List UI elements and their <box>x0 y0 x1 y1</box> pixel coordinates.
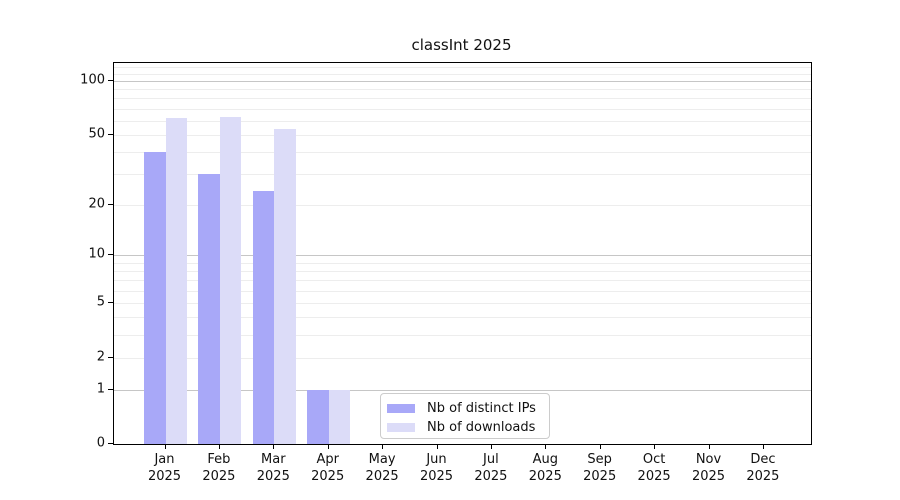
gridline-minor <box>114 280 811 282</box>
gridline-minor <box>114 120 811 122</box>
plot-area: Nb of distinct IPs Nb of downloads <box>113 62 812 445</box>
gridline-minor <box>114 98 811 100</box>
gridline-major <box>114 389 811 391</box>
x-tick-label-oct: Oct 2025 <box>637 452 671 484</box>
gridline-minor <box>114 291 811 292</box>
legend-label-downloads: Nb of downloads <box>427 419 536 435</box>
gridline-minor <box>114 271 811 273</box>
y-tick-label-5: 5 <box>96 294 105 310</box>
gridline-minor <box>114 73 811 75</box>
gridline-minor <box>114 89 811 91</box>
x-tick-mark <box>762 444 764 449</box>
x-tick-mark <box>327 444 329 449</box>
y-tick-label-1: 1 <box>96 381 105 396</box>
y-tick-mark <box>108 302 113 304</box>
x-tick-label-jun: Jun 2025 <box>419 452 454 484</box>
x-tick-label-dec: Dec 2025 <box>746 452 780 484</box>
y-tick-mark <box>108 356 113 358</box>
y-tick-mark <box>108 254 113 256</box>
x-tick-mark <box>654 444 656 449</box>
gridline-minor <box>114 303 811 305</box>
gridline-minor <box>114 134 811 136</box>
x-tick-mark <box>490 444 492 449</box>
x-tick-mark <box>545 444 547 449</box>
y-tick-label-20: 20 <box>88 196 105 211</box>
y-tick-label-2: 2 <box>96 349 105 365</box>
y-tick-mark <box>108 388 113 390</box>
gridline-minor <box>114 108 811 110</box>
x-tick-label-apr: Apr 2025 <box>311 452 345 484</box>
legend-label-distinct-ips: Nb of distinct IPs <box>427 400 536 416</box>
chart-title: classInt 2025 <box>411 36 512 54</box>
x-tick-label-feb: Feb 2025 <box>202 452 236 484</box>
x-tick-label-jan: Jan 2025 <box>147 452 182 484</box>
x-tick-label-aug: Aug 2025 <box>528 452 562 484</box>
x-tick-mark <box>273 444 275 449</box>
y-tick-mark <box>108 133 113 135</box>
gridline-minor <box>114 66 811 68</box>
y-tick-label-10: 10 <box>88 246 105 262</box>
x-tick-label-nov: Nov 2025 <box>691 452 726 484</box>
legend-swatch-distinct-ips <box>387 403 415 413</box>
bar-distinct-ips-feb <box>198 173 220 444</box>
legend-item-distinct-ips: Nb of distinct IPs <box>387 399 541 417</box>
y-tick-label-0: 0 <box>96 435 105 451</box>
bar-downloads-apr <box>328 389 351 444</box>
legend-item-downloads: Nb of downloads <box>387 418 541 436</box>
x-tick-mark <box>599 444 601 449</box>
y-tick-label-100: 100 <box>80 72 105 88</box>
bar-distinct-ips-apr <box>307 389 329 444</box>
gridline-minor <box>114 335 811 336</box>
gridline-major <box>114 81 811 82</box>
gridline-minor <box>114 151 811 153</box>
x-tick-mark <box>708 444 710 449</box>
bar-downloads-feb <box>219 116 242 444</box>
y-tick-mark <box>108 203 113 205</box>
gridline-major <box>114 255 811 257</box>
legend: Nb of distinct IPs Nb of downloads <box>380 393 550 439</box>
y-tick-mark <box>108 443 113 444</box>
x-tick-mark <box>382 444 384 449</box>
bar-downloads-mar <box>274 128 296 444</box>
legend-swatch-downloads <box>387 422 415 432</box>
x-tick-label-sep: Sep 2025 <box>583 452 617 484</box>
gridline-minor <box>114 204 811 206</box>
x-tick-mark <box>436 444 438 449</box>
gridline-minor <box>114 317 811 319</box>
bar-downloads-jan <box>165 118 187 444</box>
gridline-minor <box>114 262 811 264</box>
x-tick-mark <box>218 444 220 449</box>
grid-layer <box>114 63 811 444</box>
gridline-minor <box>114 357 811 359</box>
y-tick-mark <box>108 80 113 81</box>
bars-layer <box>114 63 811 444</box>
x-tick-label-may: May 2025 <box>365 452 399 484</box>
gridline-minor <box>114 173 811 175</box>
x-tick-label-jul: Jul 2025 <box>474 452 508 484</box>
x-tick-label-mar: Mar 2025 <box>256 452 290 484</box>
bar-distinct-ips-mar <box>252 190 275 444</box>
bar-distinct-ips-jan <box>144 151 166 444</box>
x-tick-mark <box>164 444 166 449</box>
y-tick-label-50: 50 <box>88 126 105 142</box>
